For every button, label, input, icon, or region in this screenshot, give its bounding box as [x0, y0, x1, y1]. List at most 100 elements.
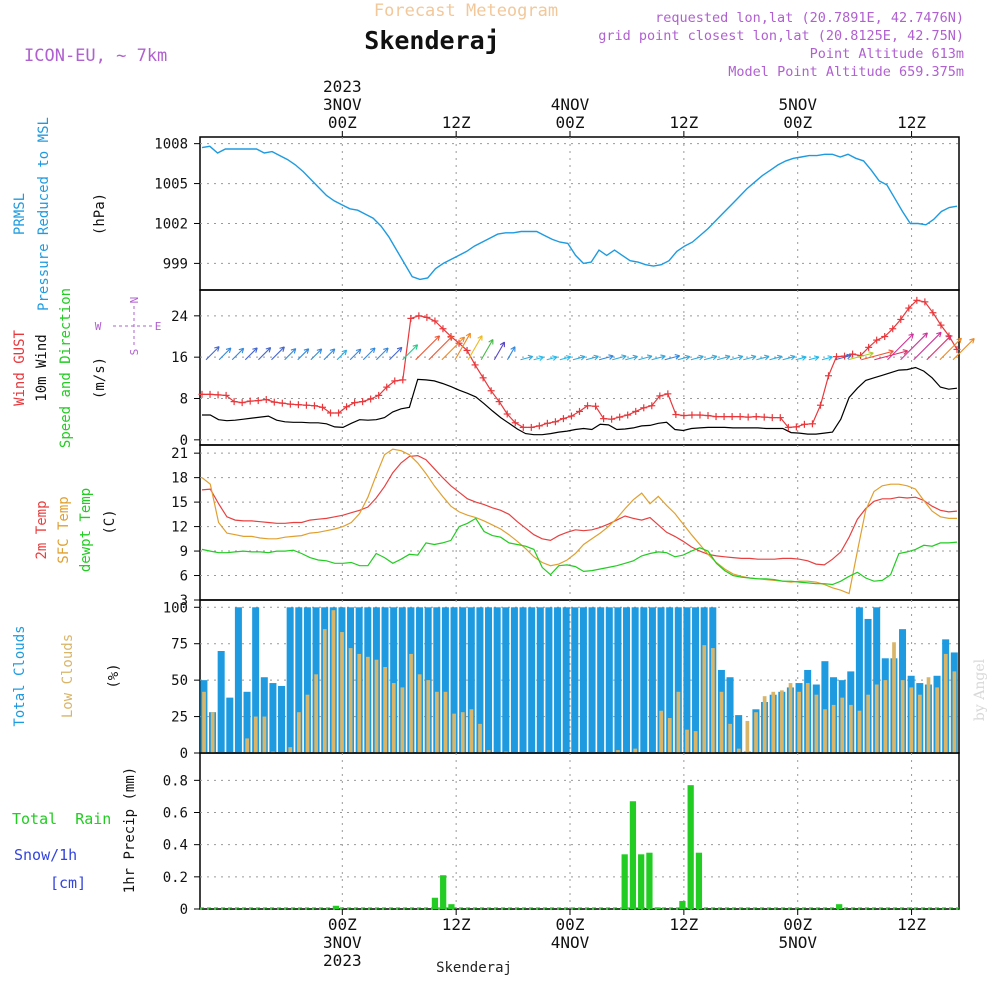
panel-temp: 3 6 9 12 15 18 21	[171, 444, 960, 609]
pressure-label-2: Pressure Reduced to MSL	[36, 117, 52, 311]
gust-marker	[246, 397, 254, 405]
time-label: 2023	[323, 77, 362, 96]
time-label: 12Z	[897, 915, 926, 934]
point-altitude: Point Altitude 613m	[810, 46, 964, 62]
time-label: 5NOV	[778, 933, 817, 952]
low-clouds-bar	[952, 671, 957, 753]
compass-n: N	[128, 297, 141, 304]
total-clouds-bar	[226, 697, 234, 753]
wind-label-1: Wind GUST	[12, 330, 28, 406]
wind-direction-arrow	[900, 332, 928, 361]
total-clouds-bar	[536, 607, 544, 753]
low-clouds-bar	[314, 674, 318, 753]
pressure-label-1: PRMSL	[12, 193, 28, 235]
wind-direction-arrow	[808, 355, 820, 361]
time-label: 00Z	[328, 113, 357, 132]
low-clouds-bar	[745, 720, 750, 753]
wind-direction-arrow	[664, 354, 681, 361]
time-label: 12Z	[897, 113, 926, 132]
temp-dewpt-line	[201, 517, 958, 586]
gust-marker	[214, 391, 222, 399]
low-clouds-bar	[702, 645, 707, 753]
low-clouds-bar	[331, 610, 336, 753]
footer-location: Skenderaj	[436, 960, 512, 976]
gust-marker	[760, 413, 768, 421]
product-title: Forecast Meteogram	[374, 1, 558, 21]
low-clouds-bar	[322, 629, 327, 753]
gust-marker	[487, 387, 495, 395]
gust-marker	[399, 376, 407, 384]
gust-marker	[576, 407, 583, 415]
gust-marker	[873, 336, 881, 344]
low-clouds-bar	[892, 642, 896, 753]
low-clouds-bar	[719, 691, 724, 753]
wind-direction-arrow	[743, 354, 757, 361]
total-clouds-bar	[295, 607, 303, 753]
gust-marker	[286, 400, 294, 408]
temp-label-2: SFC Temp	[56, 496, 72, 563]
y-tick-label: 15	[171, 495, 188, 511]
total-clouds-bar	[657, 607, 665, 753]
wind-direction-arrow	[861, 349, 894, 361]
y-tick-label: 0	[180, 902, 188, 918]
wind-speed-line	[202, 366, 958, 436]
gust-marker	[608, 415, 616, 423]
total-clouds-bar	[493, 607, 501, 753]
gust-marker	[736, 413, 744, 421]
gust-marker	[535, 422, 543, 430]
wind-direction-arrow	[323, 348, 336, 361]
low-clouds-bar	[340, 632, 344, 753]
requested-coords: requested lon,lat (20.7891E, 42.7476N)	[655, 10, 964, 26]
total-clouds-bar	[459, 607, 467, 753]
low-clouds-bar	[305, 694, 310, 753]
low-clouds-bar	[797, 691, 801, 753]
y-tick-label: 8	[180, 392, 188, 408]
y-tick-label: 1008	[154, 137, 188, 153]
temp-unit: (C)	[102, 509, 118, 534]
y-tick-label: 25	[171, 710, 188, 726]
wind-direction-arrow	[572, 354, 586, 361]
total-clouds-bar	[571, 607, 579, 753]
y-tick-label: 0	[180, 746, 188, 762]
wind-direction-arrow	[205, 346, 220, 361]
y-tick-label: 18	[171, 471, 188, 487]
gust-marker	[567, 412, 575, 420]
model-label: ICON-EU, ~ 7km	[24, 46, 167, 66]
total-clouds-bar	[683, 607, 691, 753]
low-clouds-bar	[935, 687, 939, 753]
time-label: 12Z	[442, 915, 471, 934]
y-tick-label: 24	[171, 309, 188, 325]
low-clouds-bar	[469, 709, 474, 753]
gust-marker	[672, 411, 680, 419]
wind-direction-arrow	[389, 346, 403, 361]
gust-marker	[688, 411, 696, 419]
watermark: by Angel	[972, 658, 988, 721]
total-clouds-bar	[821, 661, 829, 753]
total-clouds-bar	[433, 607, 441, 753]
total-clouds-bar	[864, 618, 872, 753]
low-clouds-bar	[736, 748, 741, 753]
time-label: 3NOV	[323, 95, 362, 114]
low-clouds-bar	[452, 713, 456, 753]
time-label: 4NOV	[551, 95, 590, 114]
gust-marker	[905, 304, 913, 312]
gust-marker	[479, 374, 487, 382]
total-clouds-bar	[278, 685, 286, 753]
temp-label-1: 2m Temp	[34, 500, 50, 559]
rain-bar	[836, 904, 843, 909]
wind-direction-arrow	[874, 349, 908, 361]
gust-marker	[784, 423, 792, 431]
gust-marker	[375, 391, 383, 399]
low-clouds-bar	[616, 750, 620, 753]
gust-marker	[230, 398, 238, 406]
gust-marker	[262, 396, 270, 404]
panel-precip: 0 0.2 0.4 0.6 0.8	[163, 752, 960, 918]
wind-direction-arrow	[546, 355, 558, 361]
snow-unit-label: [cm]	[50, 874, 86, 892]
y-tick-label: 16	[171, 350, 188, 366]
low-clouds-bar	[788, 683, 793, 753]
gust-marker	[559, 415, 567, 423]
wind-direction-arrow	[467, 335, 483, 361]
wind-direction-arrow	[415, 335, 441, 361]
